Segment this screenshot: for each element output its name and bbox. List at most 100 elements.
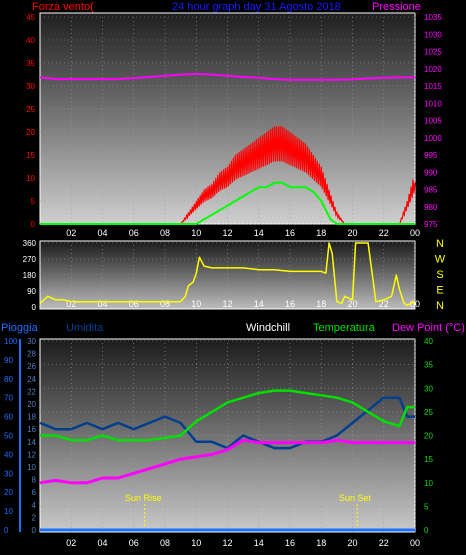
x-tick-label: 10: [191, 228, 201, 238]
temp-tick-label: 40: [424, 337, 433, 346]
compass-letter-N: N: [436, 238, 444, 250]
x-tick-label: 02: [66, 538, 76, 548]
wind-tick-label: 30: [26, 82, 35, 91]
x-tick-label: 22: [379, 228, 389, 238]
pressure-tick-label: 1020: [424, 65, 442, 74]
pressure-tick-label: 1025: [424, 48, 442, 57]
legend-umidita: Umidita: [66, 322, 104, 334]
legend-dewpoint: Dew Point (°C): [392, 322, 465, 334]
pressure-tick-label: 995: [424, 151, 438, 160]
pressure-tick-label: 985: [424, 186, 438, 195]
pressure-tick-label: 975: [424, 220, 438, 229]
x-tick-label: 08: [160, 538, 170, 548]
humidity-tick-label: 6: [32, 488, 37, 497]
x-tick-label: 00: [410, 538, 420, 548]
direction-tick-label: 360: [23, 239, 37, 248]
rain-tick-label: 20: [4, 488, 13, 497]
humidity-tick-label: 16: [27, 425, 36, 434]
compass-letter-E: E: [436, 285, 443, 297]
wind-tick-label: 45: [26, 13, 35, 22]
humidity-tick-label: 2: [32, 513, 37, 522]
rain-tick-label: 0: [4, 526, 9, 535]
x-tick-label: 12: [222, 228, 232, 238]
wind-tick-label: 15: [26, 151, 35, 160]
wind-tick-label: 35: [26, 59, 35, 68]
pressure-tick-label: 1035: [424, 13, 442, 22]
temperature-series: [40, 389, 415, 442]
rain-tick-label: 60: [4, 413, 13, 422]
rain-tick-label: 50: [4, 432, 13, 441]
x-tick-label: 14: [254, 228, 264, 238]
temp-tick-label: 20: [424, 432, 433, 441]
humidity-tick-label: 14: [27, 438, 36, 447]
wind-avg-series: [40, 181, 415, 225]
humidity-tick-label: 30: [27, 337, 36, 346]
wind-direction-series: [39, 242, 416, 306]
x-tick-label: 12: [222, 299, 232, 309]
x-tick-label: 16: [285, 538, 295, 548]
humidity-tick-label: 4: [32, 501, 37, 510]
sunrise-label: Sun Rise: [125, 493, 162, 503]
temp-tick-label: 5: [424, 502, 429, 511]
x-tick-label: 20: [347, 299, 357, 309]
x-tick-label: 04: [97, 299, 107, 309]
x-tick-label: 04: [97, 538, 107, 548]
x-tick-label: 20: [347, 538, 357, 548]
humidity-tick-label: 28: [27, 350, 36, 359]
wind-tick-label: 10: [26, 174, 35, 183]
x-tick-label: 08: [160, 228, 170, 238]
rain-tick-label: 80: [4, 375, 13, 384]
x-tick-label: 12: [222, 538, 232, 548]
temp-tick-label: 35: [424, 361, 433, 370]
wind-tick-label: 40: [26, 36, 35, 45]
x-tick-label: 00: [410, 299, 420, 309]
pressure-axis-title: Pressione: [372, 1, 421, 13]
rain-tick-label: 90: [4, 356, 13, 365]
humidity-tick-label: 22: [27, 387, 36, 396]
direction-tick-label: 0: [32, 303, 37, 312]
temp-tick-label: 10: [424, 479, 433, 488]
legend-windchill: Windchill: [246, 322, 290, 334]
x-tick-label: 04: [97, 228, 107, 238]
humidity-tick-label: 24: [27, 375, 36, 384]
x-tick-label: 18: [316, 228, 326, 238]
x-tick-label: 20: [347, 228, 357, 238]
wind-axis-title: Forza vento(: [32, 1, 94, 13]
humidity-tick-label: 20: [27, 400, 36, 409]
pressure-tick-label: 1015: [424, 82, 442, 91]
wind-tick-label: 5: [31, 197, 36, 206]
x-tick-label: 18: [316, 299, 326, 309]
humidity-tick-label: 0: [32, 526, 37, 535]
x-tick-label: 22: [379, 538, 389, 548]
dewpoint-series: [39, 438, 415, 485]
rain-tick-label: 70: [4, 394, 13, 403]
x-tick-label: 16: [285, 299, 295, 309]
wind-panel: [39, 12, 416, 225]
x-tick-label: 10: [191, 538, 201, 548]
x-tick-label: 22: [379, 299, 389, 309]
x-tick-label: 06: [129, 228, 139, 238]
pressure-tick-label: 1010: [424, 99, 442, 108]
direction-tick-label: 270: [23, 255, 37, 264]
temp-tick-label: 30: [424, 384, 433, 393]
humidity-tick-label: 12: [27, 450, 36, 459]
x-tick-label: 06: [129, 299, 139, 309]
rain-tick-label: 100: [4, 337, 18, 346]
humidity-tick-label: 18: [27, 413, 36, 422]
x-tick-label: 16: [285, 228, 295, 238]
x-tick-label: 08: [160, 299, 170, 309]
chart-title: 24 hour graph day 31 Agosto 2018: [172, 1, 341, 13]
x-tick-label: 02: [66, 228, 76, 238]
rain-tick-label: 30: [4, 469, 13, 478]
x-tick-label: 14: [254, 538, 264, 548]
compass-letter-W: W: [435, 254, 446, 266]
x-tick-label: 10: [191, 299, 201, 309]
legend-pioggia: Pioggia: [1, 322, 39, 334]
compass-letter-N: N: [436, 300, 444, 312]
direction-tick-label: 90: [27, 287, 36, 296]
compass-letter-S: S: [436, 269, 443, 281]
rain-tick-label: 40: [4, 450, 13, 459]
pressure-tick-label: 1030: [424, 30, 442, 39]
humidity-tick-label: 26: [27, 362, 36, 371]
